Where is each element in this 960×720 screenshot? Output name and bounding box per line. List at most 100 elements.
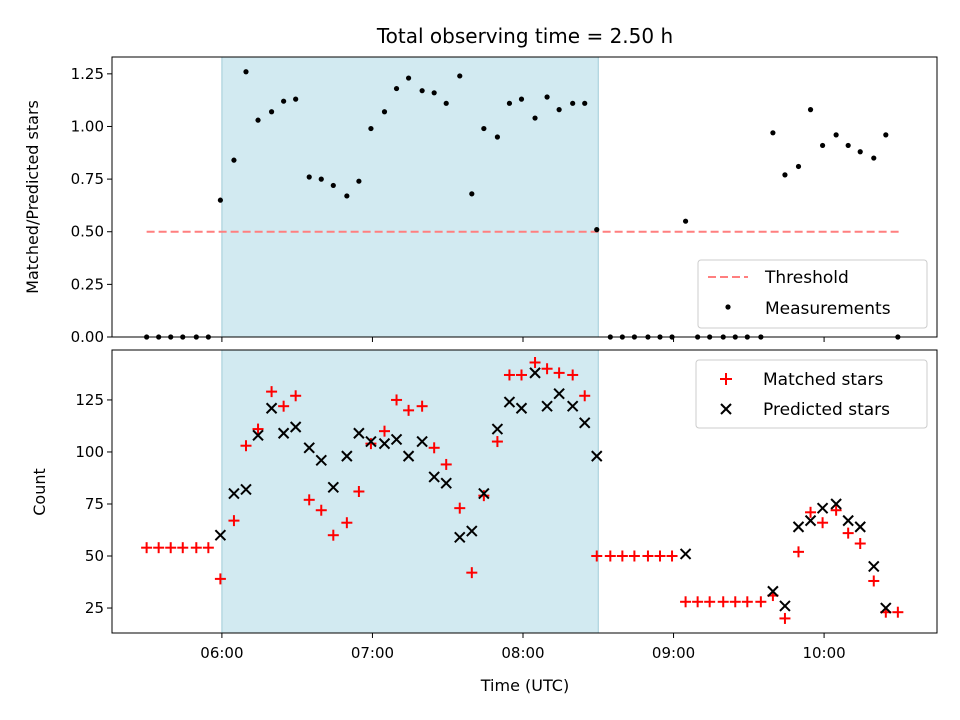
measurement-point xyxy=(443,100,449,106)
matched-star-point xyxy=(214,573,226,585)
predicted-star-point xyxy=(341,450,353,462)
predicted-star-point xyxy=(779,600,791,612)
matched-star-point xyxy=(741,596,753,608)
bottom-xtick-label: 10:00 xyxy=(802,644,845,662)
predicted-star-point xyxy=(478,487,490,500)
measurement-point xyxy=(494,134,501,140)
measurement-point xyxy=(682,218,689,224)
matched-star-point xyxy=(503,369,515,381)
measurement-point xyxy=(857,149,863,155)
predicted-star-point xyxy=(265,402,278,414)
matched-star-point xyxy=(365,438,377,450)
measurement-point xyxy=(582,100,588,106)
measurement-point xyxy=(255,117,261,123)
matched-star-point xyxy=(190,542,202,554)
matched-star-point xyxy=(240,440,252,452)
matched-star-point xyxy=(153,542,165,554)
predicted-star-point xyxy=(491,423,504,435)
matched-star-point xyxy=(792,546,804,558)
matched-star-point xyxy=(729,596,741,608)
matched-star-point xyxy=(868,575,880,587)
matched-star-point xyxy=(378,425,390,437)
predicted-star-point xyxy=(252,429,264,442)
matched-star-point xyxy=(403,404,415,416)
measurement-point xyxy=(833,132,839,138)
predicted-star-point xyxy=(365,435,377,448)
predicted-star-point xyxy=(378,437,391,450)
predicted-star-point xyxy=(880,602,892,614)
predicted-star-point xyxy=(868,560,880,573)
matched-star-point xyxy=(717,596,729,608)
matched-star-point xyxy=(854,538,866,550)
measurement-point xyxy=(544,94,550,100)
matched-star-point xyxy=(252,423,264,435)
bottom-xtick-label: 08:00 xyxy=(501,644,544,662)
top-legend: Threshold Measurements xyxy=(697,259,928,329)
measurement-point xyxy=(431,90,437,96)
predicted-star-point xyxy=(327,481,340,494)
predicted-star-point xyxy=(679,548,692,560)
matched-star-point xyxy=(391,394,403,406)
matched-star-point xyxy=(642,550,654,562)
predicted-star-point xyxy=(830,498,842,510)
matched-star-point xyxy=(491,436,503,448)
predicted-star-point xyxy=(591,450,603,462)
predicted-star-point xyxy=(402,450,415,462)
predicted-star-point xyxy=(816,502,829,514)
matched-star-point xyxy=(341,517,353,529)
legend-predicted-swatch xyxy=(720,403,732,415)
legend-matched-label: Matched stars xyxy=(763,370,883,390)
measurement-point xyxy=(819,142,826,149)
top-y-axis-label: Matched/Predicted stars xyxy=(23,100,42,294)
measurement-point xyxy=(481,125,487,132)
top-legend-frame xyxy=(697,259,928,329)
predicted-star-point xyxy=(503,396,516,408)
bottom-ytick-label: 100 xyxy=(75,443,104,461)
legend-measurements-swatch xyxy=(725,304,731,310)
bottom-xtick-label: 06:00 xyxy=(200,644,243,662)
measurement-point xyxy=(871,155,877,161)
predicted-star-point xyxy=(553,387,565,400)
predicted-star-point xyxy=(353,427,365,439)
predicted-star-point xyxy=(214,529,227,541)
bottom-ytick-label: 75 xyxy=(85,495,104,513)
predicted-star-point xyxy=(440,477,452,489)
top-ytick-label: 1.00 xyxy=(71,117,104,135)
predicted-star-point xyxy=(240,483,252,496)
matched-star-point xyxy=(704,596,716,608)
predicted-star-point xyxy=(416,435,428,448)
measurement-point xyxy=(570,100,576,106)
predicted-star-point xyxy=(541,400,553,412)
legend-predicted-label: Predicted stars xyxy=(763,400,890,420)
predicted-star-point xyxy=(315,454,327,466)
matched-star-point xyxy=(779,612,791,624)
matched-star-point xyxy=(654,550,666,562)
matched-star-point xyxy=(290,390,302,402)
matched-star-point xyxy=(817,517,829,529)
predicted-star-point xyxy=(767,585,779,598)
bottom-legend: Matched stars Predicted stars xyxy=(695,359,928,429)
measurement-point xyxy=(268,109,275,115)
measurement-point xyxy=(293,96,299,102)
matched-star-point xyxy=(428,442,440,454)
measurement-point xyxy=(782,172,788,178)
measurement-point xyxy=(306,174,312,180)
top-chart-title: Total observing time = 2.50 h xyxy=(376,24,673,48)
measurement-point xyxy=(883,132,889,138)
predicted-star-point xyxy=(466,525,478,537)
top-ytick-label: 0.75 xyxy=(71,170,104,188)
measurement-point xyxy=(318,176,324,182)
measurement-point xyxy=(344,193,350,199)
predicted-star-point xyxy=(579,417,591,429)
matched-star-point xyxy=(228,515,240,527)
observing-window-shade xyxy=(221,56,599,338)
bottom-xtick-label: 07:00 xyxy=(351,644,394,662)
bottom-panel: 25 50 75 100 125 06:00 07:00 08:00 09:00 10:00 T… xyxy=(30,349,938,695)
matched-star-point xyxy=(327,529,339,541)
matched-star-point xyxy=(541,363,553,375)
matched-star-point xyxy=(830,504,842,516)
bottom-ytick-label: 25 xyxy=(85,599,104,617)
matched-star-point xyxy=(529,356,541,368)
measurement-point xyxy=(217,197,223,203)
measurement-point xyxy=(419,88,425,94)
